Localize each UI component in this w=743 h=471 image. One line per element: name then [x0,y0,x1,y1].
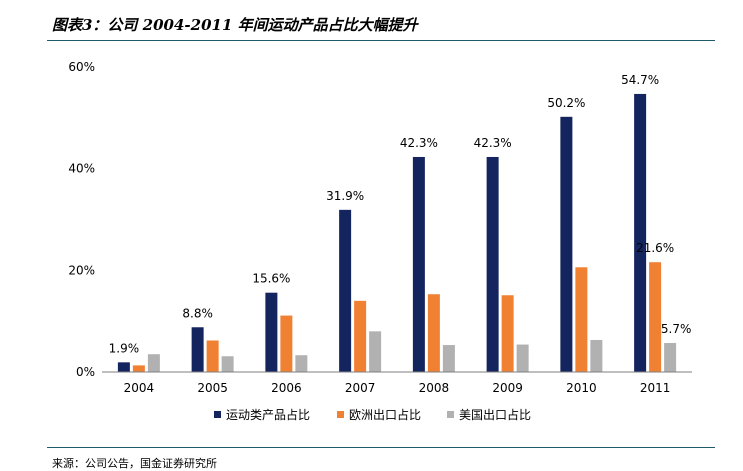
bar-series-1 [560,116,573,372]
x-tick-label: 2011 [640,381,671,395]
source-note: 来源：公司公告，国金证券研究所 [52,457,217,470]
bar-series-2 [649,262,662,372]
bar-series-2 [427,294,440,372]
x-tick-label: 2006 [271,381,302,395]
bar-series-1 [634,93,647,373]
bar-series-1 [265,292,278,372]
data-label: 31.9% [326,189,364,203]
bar-series-3 [516,344,529,372]
bar-series-2 [280,315,293,372]
x-tick-label: 2008 [419,381,450,395]
x-tick-label: 2005 [197,381,228,395]
bar-series-3 [295,355,308,372]
bar-series-2 [206,340,219,372]
data-label: 15.6% [252,272,290,286]
x-tick-label: 2009 [492,381,523,395]
data-label: 1.9% [109,341,140,355]
bar-series-2 [354,300,367,372]
bar-series-3 [664,343,677,372]
y-tick-label: 0% [76,365,95,379]
data-label: 42.3% [400,136,438,150]
bar-series-3 [147,354,160,372]
y-tick-label: 40% [68,162,95,176]
legend-label-1: 运动类产品占比 [226,407,310,422]
footer-rule [47,447,715,448]
legend-swatch-1 [214,411,221,418]
y-tick-label: 20% [68,263,95,277]
x-tick-label: 2010 [566,381,597,395]
data-label: 42.3% [474,136,512,150]
bar-series-1 [191,327,204,372]
bar-series-1 [412,156,425,372]
bar-series-2 [132,365,145,372]
legend-label-2: 欧洲出口占比 [349,407,421,422]
legend-swatch-3 [447,411,454,418]
header-rule [47,40,715,41]
legend-label-3: 美国出口占比 [459,407,531,422]
bar-series-2 [501,295,514,372]
bar-series-1 [486,156,499,372]
data-label: 50.2% [547,96,585,110]
bar-series-1 [117,362,130,372]
bar-series-3 [590,339,603,372]
bar-series-2 [575,267,588,372]
bar-series-3 [221,356,234,372]
chart-title: 图表3：公司 2004-2011 年间运动产品占比大幅提升 [52,16,418,34]
data-label: 8.8% [182,306,213,320]
bar-series-3 [369,331,382,372]
y-tick-label: 60% [68,60,95,74]
data-label: 21.6% [636,241,674,255]
legend-swatch-2 [337,411,344,418]
bar-series-1 [339,209,352,372]
data-label: 54.7% [621,73,659,87]
data-label: 5.7% [661,322,692,336]
x-tick-label: 2004 [124,381,155,395]
bar-series-3 [442,345,455,372]
x-tick-label: 2007 [345,381,376,395]
